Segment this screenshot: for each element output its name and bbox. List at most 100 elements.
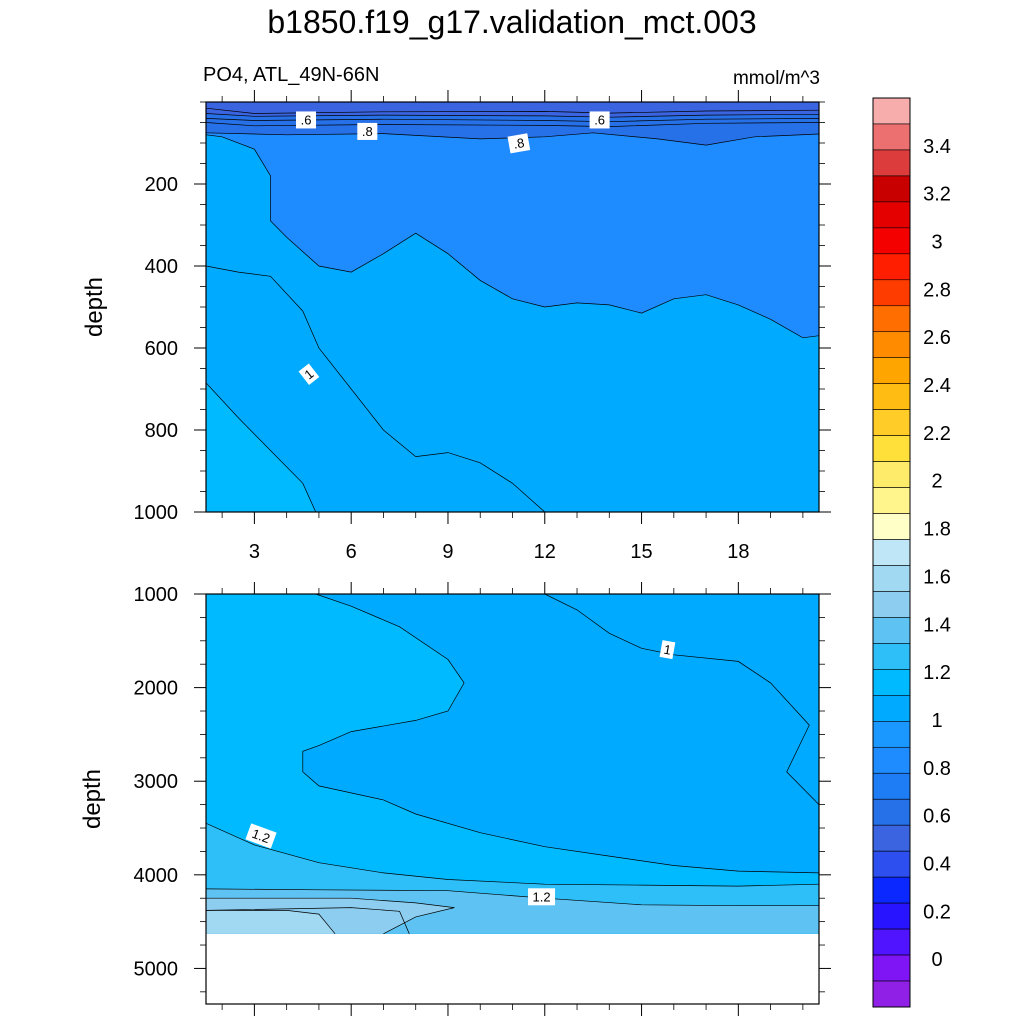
contour-label: 1 <box>298 363 320 385</box>
colorbar-swatch <box>872 824 911 852</box>
colorbar-label: 1.4 <box>923 614 951 636</box>
colorbar-label: 2.2 <box>923 423 951 445</box>
x-tick-label: 18 <box>727 541 749 563</box>
lower-contour-labels: 1 1.2 1.2 <box>245 640 676 906</box>
y-tick-label: 5000 <box>134 958 179 980</box>
colorbar-swatch <box>872 928 911 956</box>
contour-label: .8 <box>357 122 378 140</box>
fill-band-1.5-1.6 <box>206 910 336 934</box>
variable-region-label: PO4, ATL_49N-66N <box>203 64 380 86</box>
contour-label-text: 1 <box>663 642 673 658</box>
contour-label: .6 <box>296 111 317 129</box>
upper-panel: .6 .8 .8 .6 1 200 400 600 800 1000 3 6 9 12 15 18 dept… <box>81 90 831 563</box>
colorbar-swatch <box>872 695 911 722</box>
upper-contour-line <box>206 113 819 118</box>
contour-label-text: 1.2 <box>250 826 272 846</box>
upper-contour-lines <box>206 107 819 512</box>
upper-contour-line <box>206 382 317 512</box>
upper-contour-line <box>206 265 546 512</box>
colorbar-swatch <box>872 279 911 307</box>
colorbar-label: 1.2 <box>923 662 951 684</box>
colorbar-swatch <box>872 643 911 670</box>
upper-ticks: 200 400 600 800 1000 3 6 9 12 15 18 <box>134 90 831 563</box>
colorbar-swatch <box>872 772 911 800</box>
contour-label-text: .8 <box>512 135 525 152</box>
contour-label-box <box>245 823 277 849</box>
y-tick-label: 800 <box>145 420 178 442</box>
colorbar-label: 0.2 <box>923 901 951 923</box>
colorbar-swatch <box>872 97 911 125</box>
y-tick-label: 1000 <box>134 584 179 606</box>
y-tick-label: 3000 <box>134 771 179 793</box>
colorbar-swatch <box>872 461 911 488</box>
x-tick-label: 6 <box>346 541 357 563</box>
upper-contour-line <box>206 134 819 339</box>
lower-contour-line <box>302 594 819 874</box>
lower-fill-layer <box>206 594 819 934</box>
colorbar-label: 0 <box>931 949 942 971</box>
y-tick-label: 400 <box>145 256 178 278</box>
colorbar-swatch <box>872 201 911 229</box>
colorbar-swatch <box>872 123 911 151</box>
colorbar: 3.4 3.2 3 2.8 2.6 2.4 2.2 2 1.8 1.6 1.4 1.2 1 0.8 0.6 0… <box>872 97 951 1008</box>
colorbar-swatch <box>872 305 911 333</box>
lower-contour-lines <box>206 594 819 935</box>
colorbar-label: 2.8 <box>923 279 951 301</box>
contour-label: 1.2 <box>245 823 277 849</box>
x-tick-label: 9 <box>442 541 453 563</box>
colorbar-label: 0.6 <box>923 806 951 828</box>
y-tick-label: 4000 <box>134 865 179 887</box>
lower-panel: 1 1.2 1.2 1000 2000 3000 4000 5000 depth <box>79 582 831 1016</box>
contour-label: .8 <box>507 133 531 154</box>
contour-label: .6 <box>589 111 610 129</box>
lower-ticks: 1000 2000 3000 4000 5000 <box>134 582 831 1016</box>
colorbar-swatch <box>872 669 911 696</box>
fill-band-1.1-1.2 <box>206 382 316 512</box>
colorbar-swatch <box>872 591 911 618</box>
colorbar-swatch <box>872 565 911 592</box>
contour-label-box <box>589 111 610 129</box>
colorbar-swatch <box>872 435 911 462</box>
contour-label-box <box>357 122 378 140</box>
colorbar-swatch <box>872 980 911 1008</box>
fill-band-0.4-0.6 <box>206 102 819 118</box>
colorbar-swatch <box>872 357 911 384</box>
y-tick-label: 200 <box>145 174 178 196</box>
colorbar-frame <box>872 97 911 1008</box>
colorbar-label: 1 <box>931 710 942 732</box>
contour-label-text: .6 <box>301 112 312 127</box>
upper-contour-line <box>206 132 819 146</box>
y-tick-label: 2000 <box>134 678 179 700</box>
upper-contour-line <box>206 118 819 123</box>
lower-contour-line <box>206 822 819 887</box>
contour-label-text: .8 <box>362 124 373 139</box>
upper-contour-line <box>206 107 819 114</box>
colorbar-swatch <box>872 876 911 904</box>
upper-ylabel: depth <box>81 277 108 337</box>
upper-contour-line <box>206 122 819 127</box>
colorbar-label: 0.4 <box>923 853 951 875</box>
colorbar-swatch <box>872 798 911 826</box>
colorbar-swatch <box>872 513 911 540</box>
colorbar-label: 3.2 <box>923 184 951 206</box>
colorbar-swatch <box>872 227 911 255</box>
lower-contour-line <box>206 907 410 934</box>
colorbar-label: 3 <box>931 232 942 254</box>
colorbar-swatch <box>872 721 911 748</box>
colorbar-swatch <box>872 617 911 644</box>
colorbar-swatch <box>872 331 911 359</box>
contour-label-text: .6 <box>594 112 605 127</box>
colorbar-swatch <box>872 539 911 566</box>
y-tick-label: 600 <box>145 338 178 360</box>
colorbar-swatch <box>872 902 911 930</box>
colorbar-swatch <box>872 746 911 774</box>
colorbar-swatch <box>872 487 911 514</box>
colorbar-swatch <box>872 850 911 878</box>
contour-label-box <box>298 363 320 385</box>
lower-contour-line <box>206 910 336 935</box>
lower-ylabel: depth <box>79 769 106 829</box>
contour-label-box <box>659 640 676 660</box>
lower-contour-line <box>206 897 455 935</box>
contour-label: 1 <box>659 640 676 660</box>
colorbar-label: 0.8 <box>923 758 951 780</box>
